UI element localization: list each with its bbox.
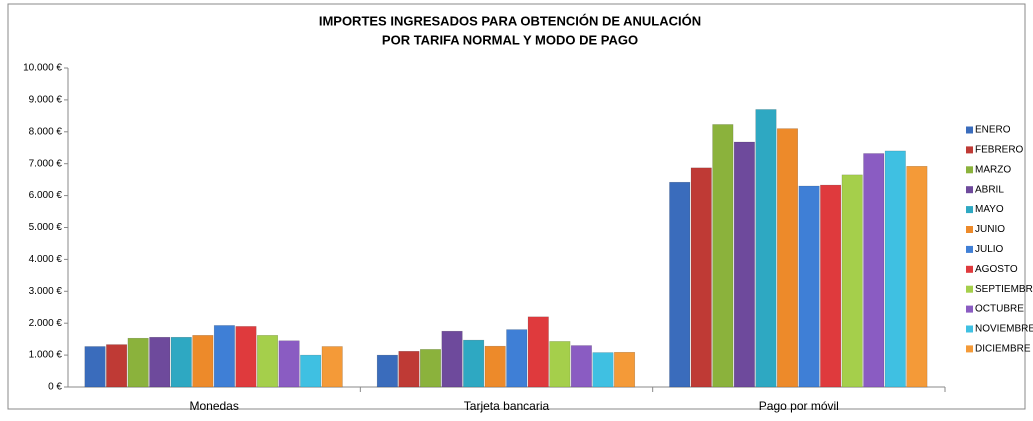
bar <box>669 181 691 388</box>
bar <box>278 340 300 388</box>
bar <box>690 167 712 388</box>
legend-swatch <box>966 245 973 253</box>
bar <box>863 153 885 388</box>
legend-label: DICIEMBRE <box>975 344 1031 355</box>
legend-label: JUNIO <box>975 224 1005 235</box>
bar <box>549 341 571 388</box>
legend-swatch <box>966 206 973 214</box>
bar <box>300 354 322 388</box>
bar <box>527 316 549 388</box>
bar <box>906 166 928 388</box>
bar <box>712 124 734 388</box>
bar <box>484 345 506 388</box>
legend-label: JULIO <box>975 244 1004 255</box>
bar <box>755 109 777 388</box>
legend-swatch <box>966 305 973 313</box>
y-tick-label: 7.000 € <box>29 158 63 169</box>
bar <box>192 335 214 388</box>
y-tick-label: 9.000 € <box>29 95 63 106</box>
legend-swatch <box>966 146 973 154</box>
bar <box>84 346 106 388</box>
legend-swatch <box>966 226 973 233</box>
legend-label: FEBRERO <box>975 145 1024 156</box>
bar <box>149 336 171 388</box>
bar <box>213 325 235 388</box>
bar <box>420 349 441 388</box>
y-tick-label: 8.000 € <box>29 126 63 137</box>
legend-swatch <box>966 345 973 353</box>
bar <box>592 352 614 388</box>
bar <box>733 141 755 388</box>
bar <box>127 337 149 388</box>
legend-label: ENERO <box>975 125 1011 136</box>
legend-swatch <box>966 186 973 194</box>
legend-label: SEPTIEMBRE <box>975 284 1033 295</box>
bar <box>841 174 863 388</box>
legend-swatch <box>966 166 973 174</box>
legend-swatch <box>966 285 973 293</box>
y-tick-label: 0 € <box>48 382 62 393</box>
bar <box>463 339 485 388</box>
x-tick-label: Tarjeta bancaria <box>464 399 550 413</box>
legend-label: ABRIL <box>975 184 1004 195</box>
y-tick-label: 6.000 € <box>29 190 63 201</box>
bar <box>570 345 592 388</box>
bar <box>777 128 799 388</box>
x-tick-label: Pago por móvil <box>759 399 839 413</box>
legend-swatch <box>966 325 973 333</box>
bar <box>506 329 528 388</box>
bar <box>235 326 257 388</box>
y-tick-label: 3.000 € <box>29 286 63 297</box>
legend-label: MAYO <box>975 204 1004 215</box>
legend-label: NOVIEMBRE <box>975 324 1033 335</box>
legend-label: OCTUBRE <box>975 304 1024 315</box>
bar <box>321 346 343 388</box>
bar <box>376 354 398 388</box>
legend-swatch <box>966 126 973 134</box>
bar <box>170 336 192 388</box>
chart-subtitle: POR TARIFA NORMAL Y MODO DE PAGO <box>382 32 638 47</box>
bar <box>257 335 279 388</box>
chart-title: IMPORTES INGRESADOS PARA OBTENCIÓN DE AN… <box>319 13 701 28</box>
legend-label: AGOSTO <box>975 264 1018 275</box>
x-tick-label: Monedas <box>189 399 238 413</box>
bar <box>441 330 463 388</box>
bar <box>798 185 820 388</box>
bar <box>614 351 636 388</box>
legend-label: MARZO <box>975 164 1011 175</box>
y-tick-label: 10.000 € <box>23 63 62 74</box>
y-tick-label: 4.000 € <box>29 254 63 265</box>
y-tick-label: 1.000 € <box>29 350 63 361</box>
legend-swatch <box>966 265 973 273</box>
bar <box>884 150 906 388</box>
y-tick-label: 2.000 € <box>29 318 63 329</box>
bar <box>820 184 842 388</box>
bar <box>398 351 420 388</box>
y-tick-label: 5.000 € <box>29 222 63 233</box>
bar <box>106 344 128 388</box>
